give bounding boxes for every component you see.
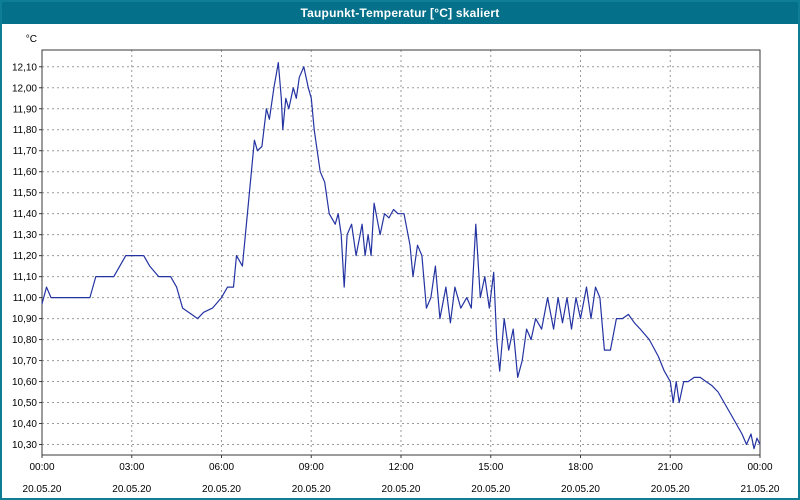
- svg-text:10,70: 10,70: [12, 356, 37, 367]
- svg-text:20.05.20: 20.05.20: [23, 484, 62, 495]
- svg-text:11,00: 11,00: [13, 293, 38, 304]
- svg-text:11,90: 11,90: [13, 104, 38, 115]
- svg-text:21:00: 21:00: [658, 462, 683, 473]
- svg-text:12,10: 12,10: [12, 62, 37, 73]
- svg-text:21.05.20: 21.05.20: [741, 484, 780, 495]
- svg-text:06:00: 06:00: [209, 462, 234, 473]
- svg-text:03:00: 03:00: [119, 462, 144, 473]
- svg-text:11,40: 11,40: [13, 209, 38, 220]
- svg-text:11,30: 11,30: [13, 230, 38, 241]
- window-title: Taupunkt-Temperatur [°C] skaliert: [2, 2, 798, 24]
- svg-text:20.05.20: 20.05.20: [202, 484, 241, 495]
- svg-text:20.05.20: 20.05.20: [471, 484, 510, 495]
- svg-text:11,60: 11,60: [13, 167, 38, 178]
- svg-text:12,00: 12,00: [12, 83, 37, 94]
- svg-text:20.05.20: 20.05.20: [651, 484, 690, 495]
- svg-text:10,80: 10,80: [12, 335, 37, 346]
- svg-text:20.05.20: 20.05.20: [382, 484, 421, 495]
- svg-text:00:00: 00:00: [29, 462, 54, 473]
- svg-text:00:00: 00:00: [747, 462, 772, 473]
- svg-text:20.05.20: 20.05.20: [292, 484, 331, 495]
- svg-text:11,50: 11,50: [13, 188, 38, 199]
- svg-text:20.05.20: 20.05.20: [561, 484, 600, 495]
- svg-text:10,30: 10,30: [12, 440, 37, 451]
- svg-text:12:00: 12:00: [388, 462, 413, 473]
- dewpoint-line-chart: 12,10 12,00 11,90 11,80 11,70 11,60 11,50 11,40…: [12, 34, 780, 495]
- svg-text:10,60: 10,60: [12, 377, 37, 388]
- svg-text:18:00: 18:00: [568, 462, 593, 473]
- svg-text:11,20: 11,20: [13, 251, 38, 262]
- svg-text:°C: °C: [26, 34, 37, 45]
- svg-text:09:00: 09:00: [299, 462, 324, 473]
- svg-text:10,50: 10,50: [12, 398, 37, 409]
- svg-text:20.05.20: 20.05.20: [112, 484, 151, 495]
- svg-text:15:00: 15:00: [478, 462, 503, 473]
- svg-text:10,40: 10,40: [12, 419, 37, 430]
- svg-text:11,70: 11,70: [13, 146, 38, 157]
- svg-text:10,90: 10,90: [12, 314, 37, 325]
- svg-text:11,80: 11,80: [13, 125, 38, 136]
- svg-text:11,10: 11,10: [13, 272, 38, 283]
